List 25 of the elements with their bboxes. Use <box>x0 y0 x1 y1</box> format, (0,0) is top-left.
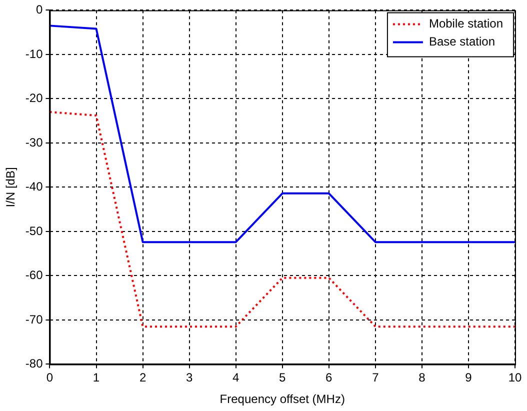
y-tick-label: 0 <box>36 2 44 17</box>
x-tick-label: 5 <box>279 370 286 385</box>
x-tick-label: 9 <box>465 370 472 385</box>
x-tick-label: 1 <box>92 370 100 385</box>
x-tick-label: 2 <box>139 370 146 385</box>
line-series <box>50 110 515 328</box>
y-tick-label: -30 <box>25 135 44 150</box>
x-tick-label: 10 <box>508 370 522 385</box>
y-tick-label: -10 <box>25 46 44 61</box>
x-tick-label: 3 <box>186 370 193 385</box>
x-tick-label: 8 <box>418 370 426 385</box>
y-tick-label: -40 <box>25 180 44 194</box>
x-tick-label: 4 <box>232 370 240 385</box>
y-axis-title: I/N [dB] <box>4 167 18 208</box>
x-tick-label: 7 <box>372 370 380 385</box>
x-tick-label: 6 <box>326 370 333 385</box>
legend-label: Mobile station <box>428 16 504 31</box>
y-tick-label: -70 <box>25 312 44 326</box>
legend-label: Base station <box>428 34 496 49</box>
y-tick-label: -60 <box>25 268 44 282</box>
x-tick-label: 0 <box>46 370 54 385</box>
x-axis-title: Frequency offset (MHz) <box>220 392 345 406</box>
y-tick-label: -80 <box>25 356 44 371</box>
y-tick-label: -20 <box>25 91 44 106</box>
y-tick-label: -50 <box>25 224 44 238</box>
